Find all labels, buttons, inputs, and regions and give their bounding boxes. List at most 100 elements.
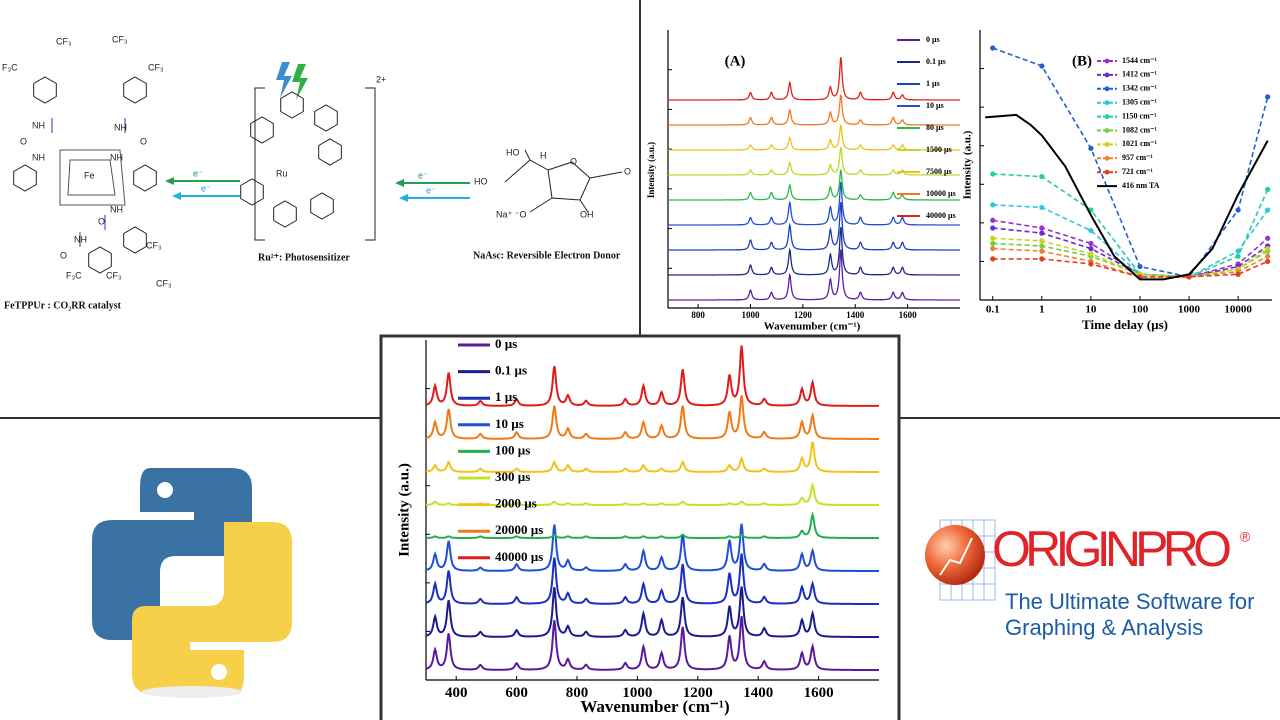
arrow-head	[399, 194, 408, 202]
scheme-label: O	[624, 166, 631, 176]
legend-label: 0.1 µs	[495, 363, 527, 378]
legend-label: 40000 µs	[495, 549, 543, 564]
scheme-caption: Ru²⁺: Photosensitizer	[258, 252, 350, 263]
point	[990, 245, 996, 252]
scheme-label: O	[98, 216, 105, 226]
point	[990, 45, 996, 51]
x-axis-label: Time delay (µs)	[1082, 317, 1168, 332]
point	[1039, 248, 1045, 254]
spectrum-trace	[668, 226, 960, 276]
arrow-head	[165, 177, 174, 185]
ring	[13, 164, 37, 192]
ring	[33, 76, 57, 104]
scheme-caption: NaAsc: Reversible Electron Donor	[473, 250, 621, 261]
point	[990, 202, 996, 208]
point	[1039, 225, 1045, 231]
x-tick-label: 10000	[1224, 303, 1252, 315]
legend-label: 721 cm⁻¹	[1122, 167, 1153, 176]
python-eye	[157, 482, 173, 498]
legend-label: 1342 cm⁻¹	[1122, 84, 1157, 93]
legend-marker	[1104, 58, 1110, 64]
origin-name: ORIGINPRO	[992, 521, 1232, 577]
ring	[273, 200, 297, 228]
x-tick-label: 800	[691, 310, 705, 320]
scheme-label: NH	[110, 204, 123, 214]
scheme-label: O	[140, 136, 147, 146]
scheme-drawing	[51, 62, 623, 247]
legend-marker	[1104, 100, 1110, 106]
spectrum-trace	[668, 169, 960, 201]
ring	[240, 178, 264, 206]
point	[1039, 256, 1045, 262]
origin-mark: ®	[1240, 529, 1251, 545]
origin-orb-line	[939, 537, 973, 576]
scheme-label: H	[540, 150, 547, 160]
legend-marker	[1104, 128, 1110, 133]
spectrum-trace	[668, 181, 960, 226]
legend-marker	[1104, 114, 1110, 119]
scheme-label: e⁻	[201, 183, 211, 193]
point	[1088, 227, 1094, 234]
python-shadow	[142, 686, 242, 698]
legend-label: 0 µs	[926, 35, 940, 44]
scheme-label: Ru	[276, 168, 288, 178]
legend-label: 10 µs	[495, 416, 524, 431]
point	[1265, 186, 1271, 193]
legend-label: 1500 µs	[926, 145, 952, 154]
legend-label: 80 µs	[926, 123, 944, 132]
x-tick-label: 1600	[899, 310, 918, 320]
spectrum-trace	[425, 553, 879, 605]
scheme-label: Na⁺ ⁻O	[496, 209, 527, 219]
spectrum-trace	[668, 57, 960, 101]
point	[1265, 245, 1271, 252]
scheme-label: O	[570, 156, 577, 166]
scheme-label: HO	[506, 147, 520, 157]
point	[990, 217, 996, 223]
y-axis-label: Intensity (a.u.)	[962, 130, 974, 199]
scheme-caption: FeTPPUr : CO₂RR catalyst	[4, 300, 122, 311]
legend-label: 40000 µs	[926, 211, 956, 220]
y-axis-label: Intensity (a.u.)	[646, 142, 656, 198]
legend-label: 100 µs	[495, 442, 530, 457]
bracket	[254, 87, 376, 241]
x-tick-label: 1000	[741, 310, 760, 320]
point	[1039, 238, 1045, 244]
legend-label: 1021 cm⁻¹	[1122, 139, 1157, 148]
spectrum-trace	[425, 345, 879, 407]
ring	[123, 76, 147, 104]
legend-label: 7500 µs	[926, 167, 952, 176]
legend-label: 1 µs	[926, 79, 940, 88]
arrow-head	[172, 192, 181, 200]
panel-label: (B)	[1072, 53, 1092, 69]
legend-label: 10000 µs	[926, 189, 956, 198]
x-tick-label: 1000	[1178, 303, 1201, 315]
scheme-label: CF₃	[146, 240, 162, 250]
spectrum-trace	[668, 249, 960, 301]
scheme-label: O	[20, 136, 27, 146]
point	[1235, 207, 1241, 213]
arrow	[175, 195, 470, 199]
scheme-label: O	[60, 250, 67, 260]
scheme-label: CF₃	[148, 62, 164, 72]
legend-label: 0 µs	[495, 336, 517, 351]
scheme-label: CF₃	[106, 270, 122, 280]
scheme-label: HO	[474, 176, 488, 186]
scheme-label: 2+	[376, 74, 386, 84]
legend-marker	[1104, 155, 1110, 161]
point	[990, 256, 996, 262]
ascorbate	[504, 149, 623, 213]
spectrum-trace	[668, 94, 960, 126]
bolt	[276, 62, 292, 98]
series-line	[985, 113, 1269, 281]
python-yellow	[132, 522, 292, 694]
ring	[133, 164, 157, 192]
legend-label: 1082 cm⁻¹	[1122, 125, 1157, 134]
scheme-label: e⁻	[426, 185, 436, 195]
point	[1137, 263, 1143, 270]
point	[1088, 245, 1094, 252]
point	[1088, 240, 1094, 247]
spectrum-trace	[425, 511, 879, 539]
x-axis-label: Wavenumber (cm⁻¹)	[580, 697, 729, 716]
point	[1039, 204, 1045, 211]
